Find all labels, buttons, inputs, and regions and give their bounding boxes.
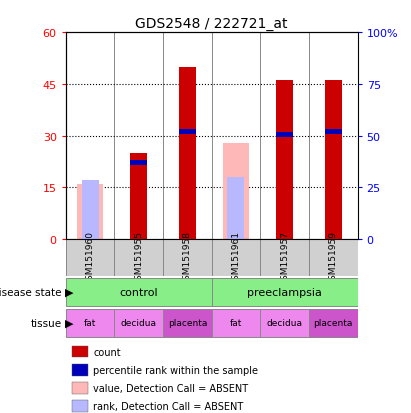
Text: tissue: tissue [30, 318, 62, 328]
Bar [77, 185, 104, 240]
Bar [309, 240, 358, 277]
Text: GSM151959: GSM151959 [329, 231, 338, 285]
Bar [72, 382, 88, 394]
Bar [325, 81, 342, 240]
Text: placenta: placenta [168, 319, 207, 328]
Bar [179, 67, 196, 240]
Bar [72, 400, 88, 412]
Text: placenta: placenta [314, 319, 353, 328]
Bar [227, 178, 245, 240]
Bar [66, 309, 114, 337]
Text: GSM151955: GSM151955 [134, 231, 143, 285]
Text: control: control [120, 287, 158, 297]
Text: count: count [93, 347, 121, 357]
Bar [114, 309, 163, 337]
Bar [309, 309, 358, 337]
Bar [325, 129, 342, 135]
Bar [223, 143, 249, 240]
Bar [81, 181, 99, 240]
Bar [276, 81, 293, 240]
Text: GSM151960: GSM151960 [85, 231, 95, 285]
Text: ▶: ▶ [65, 318, 74, 328]
Bar [130, 154, 147, 240]
Title: GDS2548 / 222721_at: GDS2548 / 222721_at [135, 17, 288, 31]
Text: preeclampsia: preeclampsia [247, 287, 322, 297]
Text: disease state: disease state [0, 287, 62, 297]
Bar [260, 309, 309, 337]
Text: value, Detection Call = ABSENT: value, Detection Call = ABSENT [93, 383, 249, 393]
Bar [72, 346, 88, 358]
Bar [179, 129, 196, 135]
Text: fat: fat [84, 319, 96, 328]
Bar [163, 240, 212, 277]
Bar [66, 240, 114, 277]
Bar [163, 309, 212, 337]
Bar [260, 240, 309, 277]
Text: GSM151958: GSM151958 [183, 231, 192, 285]
Text: rank, Detection Call = ABSENT: rank, Detection Call = ABSENT [93, 401, 244, 411]
Bar [130, 160, 147, 166]
Text: fat: fat [230, 319, 242, 328]
Text: percentile rank within the sample: percentile rank within the sample [93, 365, 259, 375]
Bar [212, 278, 358, 306]
Text: GSM151961: GSM151961 [231, 231, 240, 285]
Bar [66, 278, 212, 306]
Bar [72, 364, 88, 376]
Text: decidua: decidua [267, 319, 302, 328]
Bar [212, 240, 260, 277]
Bar [276, 133, 293, 138]
Text: decidua: decidua [121, 319, 157, 328]
Bar [212, 309, 260, 337]
Bar [114, 240, 163, 277]
Text: ▶: ▶ [65, 287, 74, 297]
Text: GSM151957: GSM151957 [280, 231, 289, 285]
